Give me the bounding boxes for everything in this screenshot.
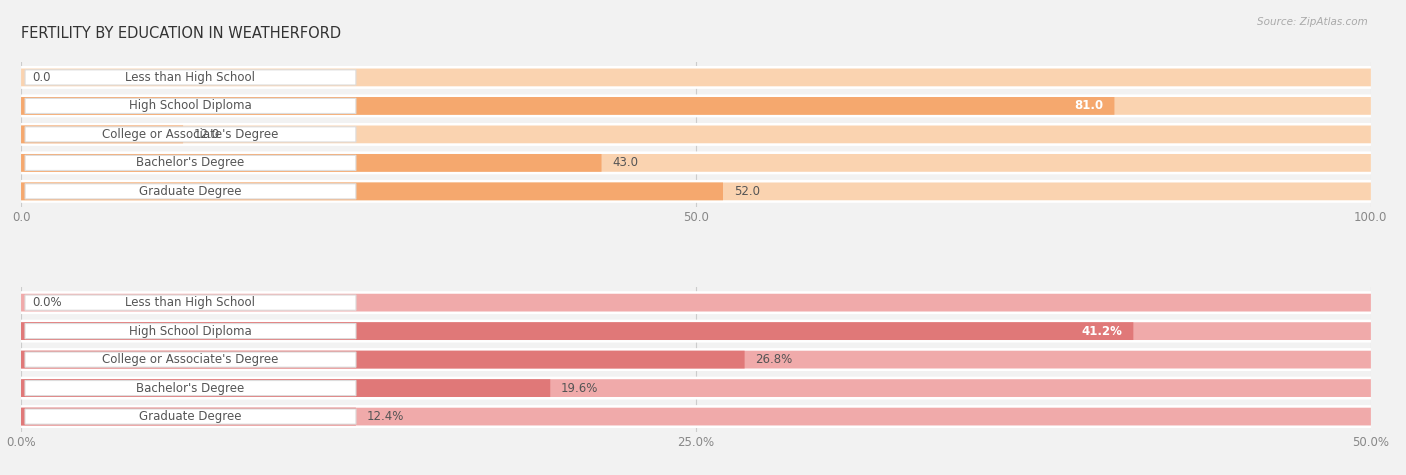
FancyBboxPatch shape	[21, 408, 1371, 426]
Text: Source: ZipAtlas.com: Source: ZipAtlas.com	[1257, 17, 1368, 27]
Text: Bachelor's Degree: Bachelor's Degree	[136, 156, 245, 170]
FancyBboxPatch shape	[25, 295, 356, 310]
FancyBboxPatch shape	[21, 351, 1371, 369]
FancyBboxPatch shape	[21, 291, 1371, 314]
FancyBboxPatch shape	[21, 66, 1371, 89]
Text: Less than High School: Less than High School	[125, 71, 256, 84]
FancyBboxPatch shape	[21, 182, 1371, 200]
FancyBboxPatch shape	[21, 68, 1371, 86]
FancyBboxPatch shape	[21, 405, 1371, 428]
FancyBboxPatch shape	[21, 379, 550, 397]
Text: Bachelor's Degree: Bachelor's Degree	[136, 381, 245, 395]
Text: 41.2%: 41.2%	[1081, 324, 1122, 338]
FancyBboxPatch shape	[21, 154, 1371, 172]
Text: 26.8%: 26.8%	[755, 353, 793, 366]
FancyBboxPatch shape	[21, 125, 183, 143]
FancyBboxPatch shape	[21, 95, 1371, 117]
FancyBboxPatch shape	[25, 155, 356, 171]
FancyBboxPatch shape	[21, 154, 602, 172]
Text: College or Associate's Degree: College or Associate's Degree	[103, 128, 278, 141]
FancyBboxPatch shape	[21, 97, 1115, 115]
FancyBboxPatch shape	[25, 184, 356, 199]
FancyBboxPatch shape	[21, 320, 1371, 342]
FancyBboxPatch shape	[21, 97, 1371, 115]
Text: Graduate Degree: Graduate Degree	[139, 410, 242, 423]
Text: FERTILITY BY EDUCATION IN WEATHERFORD: FERTILITY BY EDUCATION IN WEATHERFORD	[21, 26, 342, 41]
Text: 12.0: 12.0	[194, 128, 219, 141]
Text: 12.4%: 12.4%	[367, 410, 404, 423]
FancyBboxPatch shape	[21, 152, 1371, 174]
FancyBboxPatch shape	[21, 294, 1371, 312]
Text: 81.0: 81.0	[1074, 99, 1104, 113]
Text: Less than High School: Less than High School	[125, 296, 256, 309]
Text: 52.0: 52.0	[734, 185, 759, 198]
FancyBboxPatch shape	[25, 323, 356, 339]
FancyBboxPatch shape	[21, 182, 723, 200]
FancyBboxPatch shape	[25, 127, 356, 142]
FancyBboxPatch shape	[21, 348, 1371, 371]
FancyBboxPatch shape	[21, 322, 1371, 340]
FancyBboxPatch shape	[21, 379, 1371, 397]
Text: 19.6%: 19.6%	[561, 381, 599, 395]
FancyBboxPatch shape	[25, 409, 356, 424]
FancyBboxPatch shape	[21, 180, 1371, 203]
Text: College or Associate's Degree: College or Associate's Degree	[103, 353, 278, 366]
Text: High School Diploma: High School Diploma	[129, 99, 252, 113]
FancyBboxPatch shape	[21, 377, 1371, 399]
FancyBboxPatch shape	[21, 123, 1371, 146]
FancyBboxPatch shape	[21, 125, 1371, 143]
Text: 0.0: 0.0	[32, 71, 51, 84]
FancyBboxPatch shape	[25, 98, 356, 114]
FancyBboxPatch shape	[21, 322, 1133, 340]
Text: 43.0: 43.0	[612, 156, 638, 170]
Text: High School Diploma: High School Diploma	[129, 324, 252, 338]
FancyBboxPatch shape	[21, 408, 356, 426]
FancyBboxPatch shape	[25, 70, 356, 85]
FancyBboxPatch shape	[25, 380, 356, 396]
Text: Graduate Degree: Graduate Degree	[139, 185, 242, 198]
Text: 0.0%: 0.0%	[32, 296, 62, 309]
FancyBboxPatch shape	[21, 351, 745, 369]
FancyBboxPatch shape	[25, 352, 356, 367]
